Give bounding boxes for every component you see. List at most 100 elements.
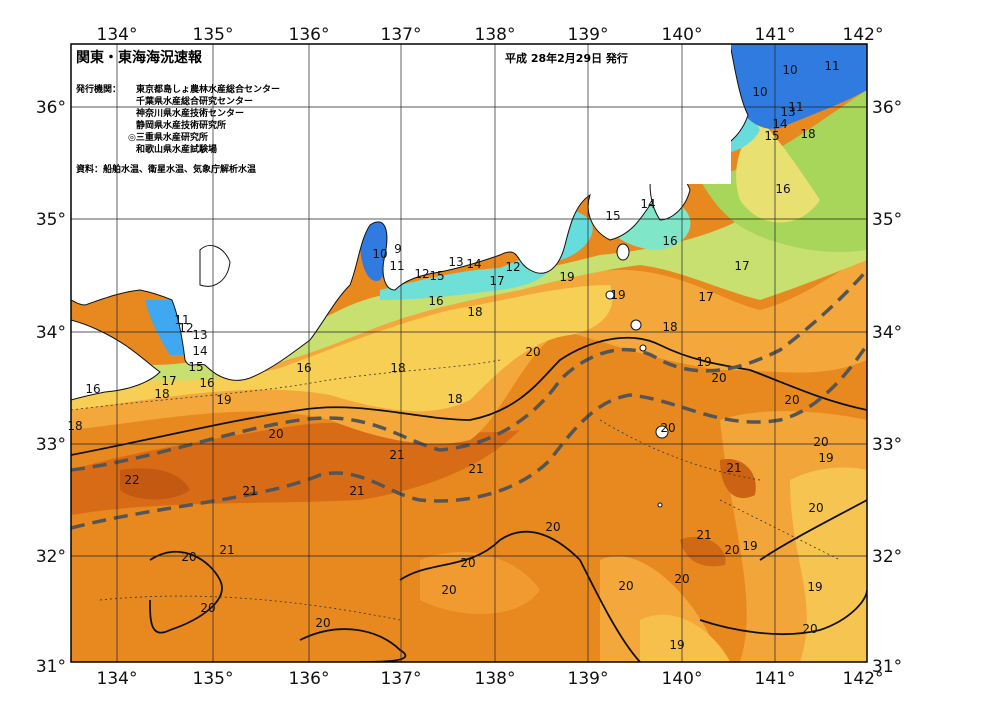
lon-labels-bottom: 134° 135° 136° 137° 138° 139° 140° 141° … <box>97 669 884 689</box>
sea-cold-oyashio <box>730 44 867 129</box>
warm-core-21b <box>680 536 726 567</box>
lat-label: 31° <box>36 657 66 677</box>
isotherm-label: 19 <box>807 580 822 594</box>
island-mikura <box>639 344 647 352</box>
isotherm-label: 20 <box>618 579 633 593</box>
issuer-6: 和歌山県水産試験場 <box>135 143 217 155</box>
isotherm-label: 17 <box>161 374 176 388</box>
isotherm-label: 20 <box>711 371 726 385</box>
lon-label: 139° <box>568 25 609 45</box>
lat-label: 32° <box>36 547 66 567</box>
lat-labels-right: 36° 35° 34° 33° 32° 31° <box>872 98 902 677</box>
warm-core-22 <box>120 468 190 500</box>
sea-band-16-17 <box>71 165 867 381</box>
isotherm-label: 20 <box>545 520 560 534</box>
isotherm-label: 19 <box>696 355 711 369</box>
lon-label: 142° <box>843 669 884 689</box>
isotherm-label: 14 <box>772 117 787 131</box>
isotherm-label: 18 <box>390 361 405 375</box>
isotherm-labels: 10 11 10 11 13 15 14 18 14 16 15 16 17 1… <box>67 59 839 652</box>
lon-label: 138° <box>475 669 516 689</box>
isotherm-label: 19 <box>559 270 574 284</box>
lon-label: 134° <box>97 669 138 689</box>
isotherm-label: 15 <box>764 129 779 143</box>
lon-label: 141° <box>755 25 796 45</box>
issuer-1: 東京都島しょ農林水産総合センター <box>136 83 280 95</box>
isotherm-label: 14 <box>640 197 655 211</box>
isotherm-label: 16 <box>775 182 790 196</box>
isotherm-label: 20 <box>460 556 475 570</box>
graticule <box>71 44 867 662</box>
isotherm-label: 10 <box>782 63 797 77</box>
isotherm-label: 19 <box>216 393 231 407</box>
island-aogashima <box>657 502 663 508</box>
data-sources: 資料：船舶水温、衛星水温、気象庁解析水温 <box>76 163 256 175</box>
isotherm-label: 21 <box>219 543 234 557</box>
isotherm-label: 21 <box>349 484 364 498</box>
isotherm-label: 18 <box>67 419 82 433</box>
issuer-4: 静岡県水産技術研究所 <box>136 119 226 131</box>
isotherm-label: 12 <box>414 267 429 281</box>
lon-label: 138° <box>475 25 516 45</box>
lon-label: 139° <box>568 669 609 689</box>
isotherm-dotted-contours <box>71 359 841 621</box>
isotherm-label: 12 <box>178 321 193 335</box>
isotherm-label: 20 <box>813 435 828 449</box>
island-miyake <box>630 319 642 331</box>
lat-label: 36° <box>36 98 66 118</box>
isotherm-label: 20 <box>181 550 196 564</box>
isotherm-label: 20 <box>674 572 689 586</box>
isotherm-label: 16 <box>428 294 443 308</box>
island-toshima <box>605 290 615 300</box>
isotherm-label: 11 <box>788 100 803 114</box>
map-title: 関東・東海海況速報 <box>76 49 203 66</box>
isotherm-label: 18 <box>154 387 169 401</box>
lat-label: 34° <box>872 323 902 343</box>
lat-labels-left: 36° 35° 34° 33° 32° 31° <box>36 98 66 677</box>
lat-label: 33° <box>872 435 902 455</box>
lon-label: 142° <box>843 25 884 45</box>
isotherm-label: 11 <box>824 59 839 73</box>
lon-label: 134° <box>97 25 138 45</box>
isotherm-label: 21 <box>242 484 257 498</box>
isotherm-20-contours <box>71 336 867 662</box>
isotherm-label: 21 <box>726 461 741 475</box>
isotherm-label: 20 <box>784 393 799 407</box>
isotherm-label: 13 <box>448 255 463 269</box>
isotherm-label: 22 <box>124 473 139 487</box>
kuroshio-axis-lines <box>71 268 867 530</box>
isotherm-label: 20 <box>660 421 675 435</box>
isotherm-label: 17 <box>698 290 713 304</box>
issuer-5: ◎三重県水産研究所 <box>128 131 208 143</box>
isotherm-label: 15 <box>429 269 444 283</box>
sea-patch-east-cool <box>790 467 867 662</box>
isotherm-label: 10 <box>372 247 387 261</box>
lat-label: 35° <box>36 210 66 230</box>
isotherm-label: 15 <box>605 209 620 223</box>
isotherm-label: 12 <box>505 260 520 274</box>
sea-warm-eddy-18 <box>736 120 820 223</box>
sea-patch <box>640 614 730 662</box>
lat-label: 35° <box>872 210 902 230</box>
isotherm-label: 20 <box>724 543 739 557</box>
isotherm-label: 11 <box>174 313 189 327</box>
isotherm-label: 16 <box>296 361 311 375</box>
isotherm-label: 18 <box>800 127 815 141</box>
issuer-2: 千葉県水産総合研究センター <box>136 95 253 107</box>
isotherm-label: 14 <box>192 344 207 358</box>
lon-label: 140° <box>662 669 703 689</box>
isotherm-label: 21 <box>468 462 483 476</box>
isotherm-label: 18 <box>447 392 462 406</box>
isotherm-label: 14 <box>466 257 481 271</box>
isotherm-label: 20 <box>525 345 540 359</box>
isotherm-label: 19 <box>742 539 757 553</box>
isotherm-label: 20 <box>200 601 215 615</box>
lat-label: 33° <box>36 435 66 455</box>
sea-band-cyan <box>380 245 560 300</box>
sea-patch <box>420 551 540 614</box>
isotherm-label: 18 <box>467 305 482 319</box>
isotherm-label: 13 <box>780 105 795 119</box>
isotherm-label: 18 <box>662 320 677 334</box>
issuer-label: 発行機関： <box>75 83 121 95</box>
